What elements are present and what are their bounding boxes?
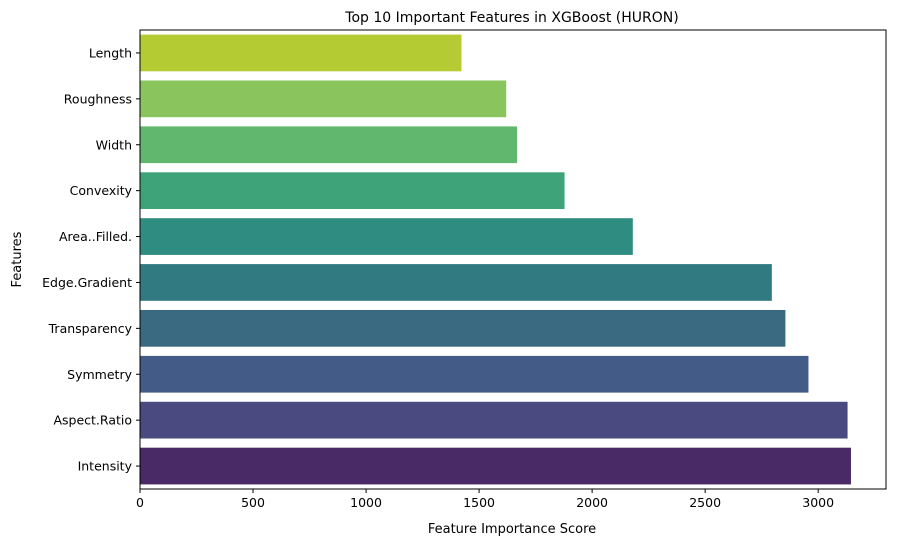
- y-tick-label: Edge.Gradient: [42, 275, 132, 290]
- y-tick-label: Convexity: [70, 183, 133, 198]
- bar-roughness: [140, 80, 507, 118]
- x-tick-label: 1500: [463, 495, 495, 510]
- y-tick-label: Width: [96, 137, 132, 152]
- bars-layer: [140, 34, 851, 485]
- x-tick-label: 500: [241, 495, 265, 510]
- bar-area-filled: [140, 218, 633, 255]
- bar-intensity: [140, 447, 851, 485]
- bar-symmetry: [140, 355, 809, 393]
- bar-width: [140, 126, 518, 164]
- x-tick-label: 2000: [576, 495, 608, 510]
- bar-edge-gradient: [140, 264, 772, 301]
- y-tick-label: Roughness: [64, 91, 132, 106]
- bar-convexity: [140, 172, 565, 210]
- y-tick-label: Aspect.Ratio: [53, 413, 132, 428]
- y-tick-label: Area..Filled.: [59, 229, 132, 244]
- y-tick-label: Length: [89, 45, 132, 60]
- chart-title: Top 10 Important Features in XGBoost (HU…: [344, 10, 678, 26]
- y-tick-label: Transparency: [48, 321, 133, 336]
- x-tick-label: 3000: [802, 495, 834, 510]
- x-tick-layer: 0 500 1000 1500 2000 2500 3000: [136, 489, 834, 510]
- x-tick-label: 1000: [350, 495, 382, 510]
- x-tick-label: 2500: [689, 495, 721, 510]
- y-tick-label: Symmetry: [67, 367, 132, 382]
- bar-transparency: [140, 309, 786, 347]
- y-tick-layer: Length Roughness Width Convexity Area..Fille…: [42, 45, 140, 474]
- bar-length: [140, 34, 462, 72]
- plot-frame: [139, 29, 887, 490]
- bar-aspect-ratio: [140, 401, 848, 439]
- x-axis-label: Feature Importance Score: [428, 522, 596, 537]
- x-tick-label: 0: [136, 495, 144, 510]
- y-axis-label: Features: [10, 231, 25, 287]
- y-tick-label: Intensity: [78, 459, 133, 474]
